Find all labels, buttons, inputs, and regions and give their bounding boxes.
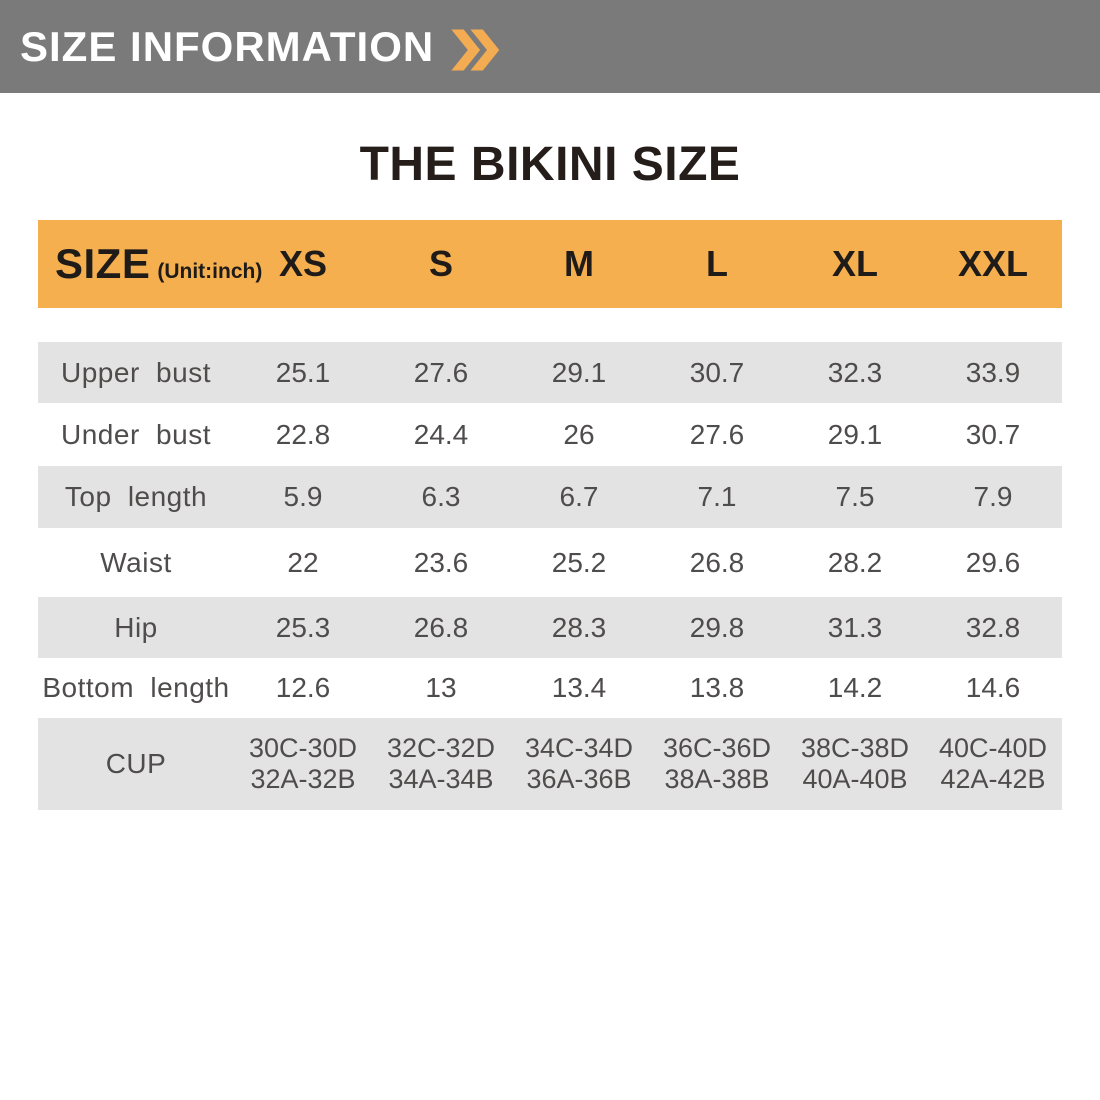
row-label: Waist (100, 546, 172, 578)
row-label: CUP (105, 748, 167, 779)
table-cell: 26.8 (689, 546, 745, 578)
table-cell: 7.1 (697, 481, 737, 512)
table-cell: 23.6 (413, 546, 469, 578)
table-cell: 29.8 (689, 611, 745, 643)
table-cell: 22 (287, 546, 319, 578)
table-cell: 34C-34D 36A-36B (524, 733, 634, 794)
banner: SIZE INFORMATION (0, 0, 1100, 93)
size-table: SIZE (Unit:inch) XS S M L XL XXL Upper b… (38, 220, 1062, 810)
banner-title: SIZE INFORMATION (20, 22, 435, 70)
table-cell: 13.8 (689, 672, 745, 703)
table-cell: 32C-32D 34A-34B (386, 733, 496, 794)
table-cell: 6.7 (559, 481, 599, 512)
table-cell: 12.6 (275, 672, 331, 703)
table-header-row: SIZE (Unit:inch) XS S M L XL XXL (38, 220, 1062, 308)
table-cell: 24.4 (413, 418, 469, 450)
table-cell: 29.6 (965, 546, 1021, 578)
row-label: Bottom length (42, 672, 230, 703)
table-cell: 28.3 (551, 611, 607, 643)
table-cell: 26.8 (413, 611, 469, 643)
table-cell: 25.2 (551, 546, 607, 578)
unit-label: (Unit:inch) (157, 260, 263, 283)
table-cell: 27.6 (689, 418, 745, 450)
table-cell: 14.2 (827, 672, 883, 703)
column-header-m: M (564, 243, 594, 284)
table-cell: 32.3 (827, 356, 883, 388)
table-cell: 29.1 (827, 418, 883, 450)
table-cell: 7.9 (973, 481, 1013, 512)
table-row-hip: Hip 25.3 26.8 28.3 29.8 31.3 32.8 (38, 597, 1062, 658)
table-cell: 27.6 (413, 356, 469, 388)
table-row-top-length: Top length 5.9 6.3 6.7 7.1 7.5 7.9 (38, 466, 1062, 528)
table-cell: 38C-38D 40A-40B (800, 733, 910, 794)
table-cell: 22.8 (275, 418, 331, 450)
table-cell: 25.1 (275, 356, 331, 388)
size-header-cell: SIZE (Unit:inch) (38, 240, 262, 288)
column-header-xxl: XXL (957, 243, 1028, 284)
column-header-s: S (428, 243, 453, 284)
table-cell: 7.5 (835, 481, 875, 512)
table-cell: 13.4 (551, 672, 607, 703)
page-title: THE BIKINI SIZE (359, 138, 741, 191)
table-cell: 31.3 (827, 611, 883, 643)
table-cell: 25.3 (275, 611, 331, 643)
table-row-under-bust: Under bust 22.8 24.4 26 27.6 29.1 30.7 (38, 403, 1062, 466)
table-row-upper-bust: Upper bust 25.1 27.6 29.1 30.7 32.3 33.9 (38, 342, 1062, 403)
double-chevron-icon (451, 28, 500, 71)
table-cell: 26 (563, 418, 595, 450)
table-cell: 14.6 (965, 672, 1021, 703)
size-heading: SIZE (55, 240, 151, 287)
table-cell: 13 (425, 672, 457, 703)
table-cell: 32.8 (965, 611, 1021, 643)
table-cell: 40C-40D 42A-42B (938, 733, 1048, 794)
table-cell: 29.1 (551, 356, 607, 388)
row-label: Upper bust (61, 356, 211, 388)
row-label: Hip (114, 611, 158, 643)
table-cell: 30C-30D 32A-32B (248, 733, 358, 794)
column-header-xs: XS (278, 243, 328, 284)
table-cell: 36C-36D 38A-38B (662, 733, 772, 794)
row-label: Top length (64, 481, 208, 512)
table-row-bottom-length: Bottom length 12.6 13 13.4 13.8 14.2 14.… (38, 658, 1062, 718)
table-cell: 28.2 (827, 546, 883, 578)
table-row-waist: Waist 22 23.6 25.2 26.8 28.2 29.6 (38, 528, 1062, 597)
column-header-xl: XL (831, 243, 878, 284)
row-label: Under bust (61, 418, 211, 450)
table-cell: 33.9 (965, 356, 1021, 388)
column-header-l: L (706, 243, 728, 284)
table-cell: 30.7 (965, 418, 1021, 450)
table-cell: 5.9 (283, 481, 323, 512)
table-cell: 6.3 (421, 481, 461, 512)
table-row-cup: CUP 30C-30D 32A-32B 32C-32D 34A-34B 34C-… (38, 718, 1062, 810)
table-cell: 30.7 (689, 356, 745, 388)
